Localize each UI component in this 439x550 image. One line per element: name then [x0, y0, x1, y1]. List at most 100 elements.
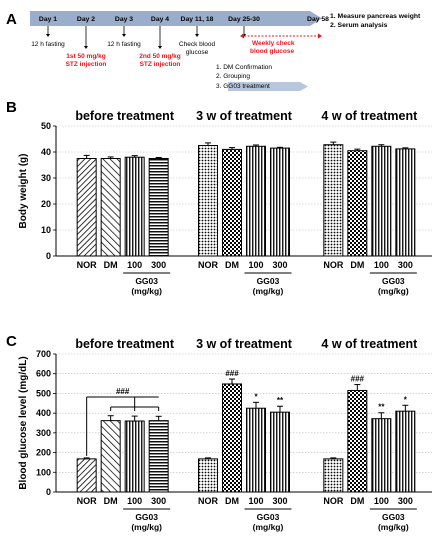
category-label: DM: [225, 496, 239, 506]
endpoint-2: 2. Serum analysis: [330, 22, 388, 29]
y-axis-label: Blood glucose level (mg/dL): [18, 356, 29, 489]
timeline-day-4: Day 4: [151, 16, 169, 23]
bar-2-NOR: [198, 458, 218, 493]
category-label: DM: [350, 496, 364, 506]
bar-1-NOR: [76, 158, 97, 257]
y-tick-label: 50: [41, 121, 51, 131]
subgroup-title-1: before treatment: [75, 109, 174, 123]
category-label: NOR: [77, 496, 98, 506]
timeline-note-1: 12 h fasting: [31, 41, 65, 48]
subgroup-title-2: 3 w of treatment: [196, 337, 293, 351]
timeline-red-2: 1st 50 mg/kg: [66, 53, 105, 60]
treatment-group-label: GG03: [135, 512, 158, 522]
subgroup-title-3: 4 w of treatment: [321, 337, 418, 351]
bar-3-100: [371, 418, 392, 493]
endpoint-1: 1. Measure pancreas weight: [330, 13, 421, 20]
treatment-group-unit: (mg/kg): [253, 522, 284, 532]
timeline-note2-5: glucose: [186, 49, 209, 56]
step-3: 3. GG03 treatment: [216, 83, 270, 90]
panel-a-label: A: [6, 11, 17, 28]
weekly-check-line1: Weekly check: [252, 40, 295, 47]
bar-2-300: [270, 411, 290, 493]
category-label: DM: [104, 260, 118, 270]
y-tick-label: 40: [41, 147, 51, 157]
timeline-note-3: 12 h fasting: [107, 41, 141, 48]
treatment-group-label: GG03: [135, 276, 158, 286]
bar-2-100: [246, 145, 266, 257]
bar-1-300: [148, 420, 169, 493]
bar-2-100: [246, 407, 266, 493]
category-label: 100: [248, 496, 263, 506]
bar-1-100: [124, 156, 145, 257]
y-tick-label: 400: [36, 408, 51, 418]
significance-label: ###: [225, 369, 239, 378]
significance-label: **: [277, 396, 284, 405]
significance-label: *: [254, 392, 258, 401]
panel-b-body-weight: B 0 10 20 30 40 50 Body weight (g) before treat…: [6, 99, 432, 296]
category-label: DM: [104, 496, 118, 506]
y-tick-label: 100: [36, 467, 51, 477]
treatment-group-unit: (mg/kg): [378, 286, 409, 296]
bar-2-NOR: [198, 145, 218, 257]
treatment-group-unit: (mg/kg): [131, 286, 162, 296]
treatment-group-unit: (mg/kg): [253, 286, 284, 296]
treatment-group-label: GG03: [382, 276, 405, 286]
y-tick-label: 200: [36, 448, 51, 458]
treatment-group-label: GG03: [257, 512, 280, 522]
timeline-day-2: Day 2: [77, 16, 95, 23]
step-2: 2. Grouping: [216, 73, 250, 80]
bar-3-300: [395, 410, 416, 493]
subgroup-title-3: 4 w of treatment: [321, 109, 418, 123]
y-tick-label: 0: [46, 487, 51, 497]
treatment-group-label: GG03: [257, 276, 280, 286]
timeline-day-5: Day 11, 18: [181, 16, 214, 23]
category-label: 100: [374, 260, 389, 270]
bar-1-NOR: [76, 458, 97, 493]
category-label: NOR: [77, 260, 98, 270]
weekly-check-line2: blood glucose: [250, 48, 294, 55]
subgroup-title-2: 3 w of treatment: [196, 109, 293, 123]
bracket-significance: ###: [116, 387, 130, 396]
timeline-day-1: Day 1: [39, 16, 57, 23]
category-label: 100: [127, 496, 142, 506]
bar-3-NOR: [323, 458, 344, 493]
timeline-arrow: [30, 11, 322, 26]
timeline-day-6: Day 25-30: [228, 16, 260, 23]
timeline-red2-2: STZ injection: [66, 61, 107, 68]
timeline-note-5: Check blood: [179, 41, 216, 48]
timeline-day-3: Day 3: [115, 16, 133, 23]
subgroup-title-1: before treatment: [75, 337, 174, 351]
bar-3-NOR: [323, 144, 344, 257]
timeline-red2-4: STZ injection: [140, 61, 181, 68]
category-label: 300: [151, 496, 166, 506]
timeline-red-4: 2nd 50 mg/kg: [139, 53, 181, 60]
bar-2-DM: [222, 383, 242, 493]
category-label: DM: [350, 260, 364, 270]
bar-2-300: [270, 147, 290, 257]
category-label: NOR: [198, 496, 219, 506]
timeline-day-7: Day 58: [307, 16, 329, 23]
y-tick-label: 30: [41, 173, 51, 183]
bar-1-DM: [100, 420, 121, 493]
y-tick-label: 600: [36, 369, 51, 379]
y-tick-label: 500: [36, 388, 51, 398]
category-label: 300: [272, 260, 287, 270]
significance-label: ###: [351, 375, 365, 384]
treatment-arrow: [228, 82, 308, 91]
bar-3-DM: [347, 389, 368, 493]
panel-c-label: C: [6, 333, 17, 350]
treatment-group-unit: (mg/kg): [131, 522, 162, 532]
category-label: DM: [225, 260, 239, 270]
significance-label: *: [404, 395, 408, 404]
treatment-group-unit: (mg/kg): [378, 522, 409, 532]
bar-1-DM: [100, 158, 121, 257]
bar-1-300: [148, 158, 169, 257]
panel-b-label: B: [6, 99, 17, 116]
category-label: 300: [398, 496, 413, 506]
bar-3-DM: [347, 150, 368, 257]
step-1: 1. DM Confirmation: [216, 64, 272, 71]
y-tick-label: 20: [41, 199, 51, 209]
y-axis-label: Body weight (g): [18, 154, 29, 229]
bar-2-DM: [222, 148, 242, 257]
